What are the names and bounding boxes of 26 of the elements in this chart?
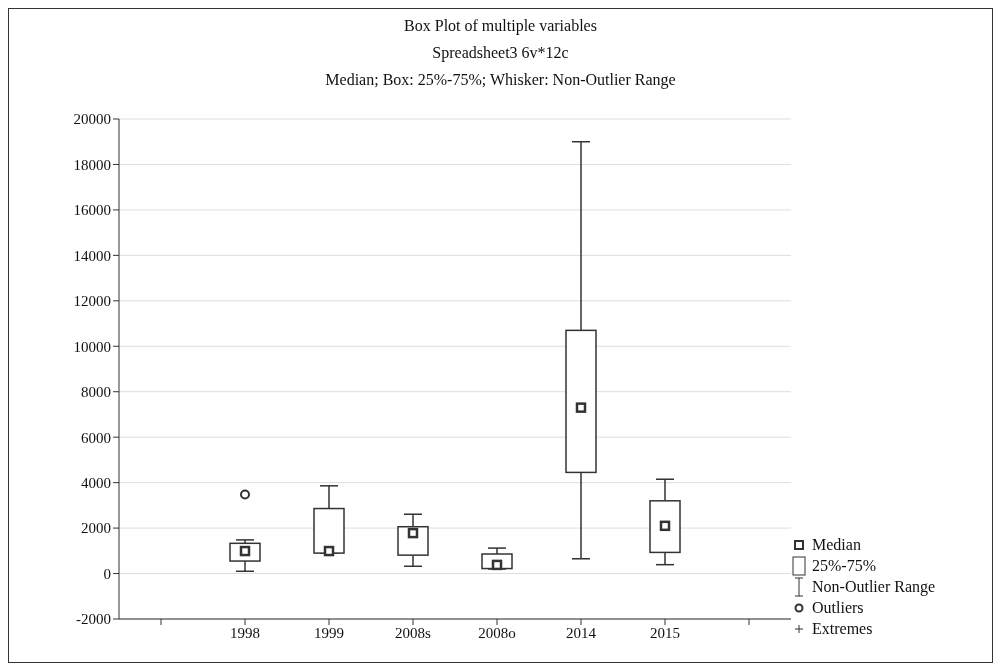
text: Outliers bbox=[812, 598, 864, 617]
x-tick-label: 2008o bbox=[478, 624, 516, 641]
y-tick-label: 16000 bbox=[73, 202, 111, 219]
text: Median bbox=[812, 535, 861, 554]
y-tick-label: 6000 bbox=[81, 429, 111, 446]
y-tick-label: 0 bbox=[103, 565, 111, 582]
y-tick-label: -2000 bbox=[76, 611, 111, 628]
x-tick-label: 2008s bbox=[395, 624, 432, 641]
x-tick-label: 1999 bbox=[314, 624, 344, 641]
chart-subtitle: Spreadsheet3 6v*12c bbox=[431, 44, 570, 62]
text: Median; Box: 25%-75%; Whisker: Non-Outlier Range bbox=[324, 71, 677, 89]
text: Extremes bbox=[812, 619, 873, 638]
y-tick-label: 10000 bbox=[73, 338, 111, 355]
text: 25%-75% bbox=[812, 556, 876, 575]
y-tick-label: 18000 bbox=[73, 156, 111, 173]
text: Non-Outlier Range bbox=[812, 577, 936, 596]
y-tick-label: 12000 bbox=[73, 293, 111, 310]
x-tick-label: 2015 bbox=[650, 624, 680, 641]
y-tick-label: 20000 bbox=[73, 111, 111, 128]
x-tick-label: 1998 bbox=[230, 624, 260, 641]
x-tick-label: 2014 bbox=[566, 624, 597, 641]
y-tick-label: 8000 bbox=[81, 384, 111, 401]
chart-title: Box Plot of multiple variables bbox=[403, 17, 598, 35]
y-tick-label: 14000 bbox=[73, 247, 111, 264]
y-tick-label: 2000 bbox=[81, 520, 111, 537]
y-tick-label: 4000 bbox=[81, 474, 111, 491]
